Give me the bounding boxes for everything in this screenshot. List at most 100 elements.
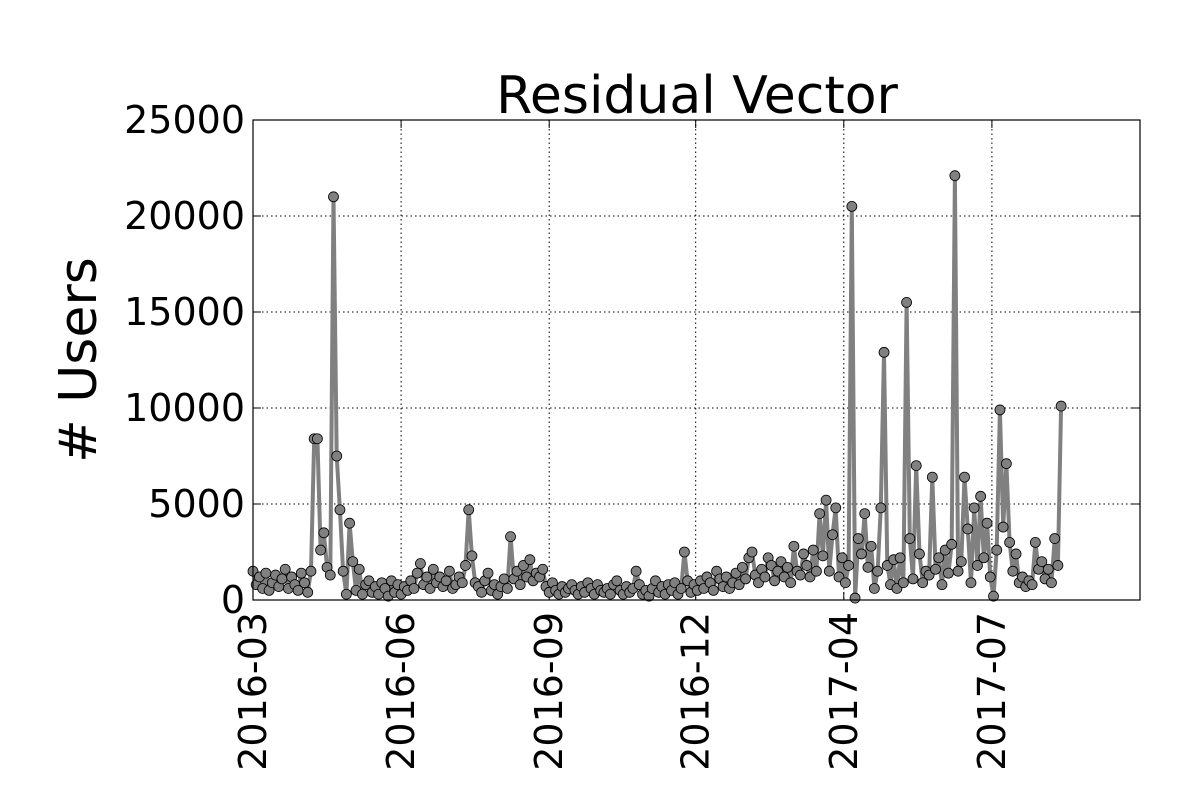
data-point <box>421 571 433 583</box>
data-point <box>440 575 452 587</box>
data-point <box>975 490 987 502</box>
plot-frame <box>252 119 1141 601</box>
data-point <box>972 560 983 571</box>
chart-title: Residual Vector <box>496 66 898 126</box>
y-tick-label: 5000 <box>148 482 245 526</box>
data-point <box>305 565 317 577</box>
data-point <box>943 567 954 579</box>
data-point <box>997 521 1009 533</box>
data-point <box>331 450 343 462</box>
data-point <box>872 565 884 577</box>
data-point <box>917 577 929 589</box>
data-point <box>344 517 355 529</box>
data-point <box>611 575 623 587</box>
data-point <box>782 561 793 573</box>
data-point <box>978 552 990 564</box>
data-point <box>907 573 919 585</box>
data-point <box>746 546 758 558</box>
data-point <box>1029 537 1041 548</box>
data-line <box>251 173 1064 601</box>
data-point <box>875 502 887 514</box>
data-point <box>981 517 993 529</box>
data-point <box>807 544 819 556</box>
data-point <box>411 567 423 579</box>
data-point <box>952 565 964 577</box>
data-point <box>295 567 307 579</box>
data-point <box>311 433 323 445</box>
data-point <box>1026 579 1038 591</box>
data-point <box>630 565 642 577</box>
data-point <box>1046 577 1057 589</box>
data-point <box>984 571 996 583</box>
data-point <box>846 200 858 212</box>
data-point <box>794 569 806 581</box>
data-point <box>357 588 368 600</box>
data-point <box>827 529 838 541</box>
data-point <box>840 577 851 589</box>
data-point <box>868 583 880 594</box>
data-point <box>466 550 478 562</box>
data-point <box>955 556 967 567</box>
data-point <box>347 556 359 567</box>
data-point <box>988 590 999 602</box>
data-point <box>894 552 906 564</box>
data-point <box>1036 556 1048 567</box>
data-point <box>914 548 925 560</box>
data-point <box>505 531 516 543</box>
data-point <box>324 569 336 581</box>
data-point <box>991 544 1003 556</box>
y-tick-label: 25000 <box>124 98 245 142</box>
data-point <box>930 563 941 575</box>
plot-area: 0 5000 10000 15000 20000 25000 2016-03 2016-06 2… <box>124 98 1141 771</box>
data-point <box>965 577 977 589</box>
data-point <box>859 508 871 519</box>
x-tick-label: 2016-12 <box>674 612 718 771</box>
data-point <box>843 560 855 571</box>
y-tick-label: 20000 <box>124 194 245 238</box>
data-point <box>823 565 835 577</box>
data-point <box>1055 400 1067 412</box>
data-point <box>1007 565 1019 577</box>
data-point <box>279 563 291 575</box>
data-point <box>482 567 494 579</box>
x-tick-label: 2016-03 <box>231 612 275 771</box>
data-point <box>878 346 890 358</box>
data-point <box>933 552 945 564</box>
data-point <box>926 471 938 483</box>
data-point <box>524 554 536 566</box>
data-point <box>353 563 365 575</box>
data-point <box>946 538 958 550</box>
data-point <box>299 577 310 589</box>
data-point <box>798 548 809 560</box>
data-point <box>904 533 916 544</box>
x-tick-label: 2017-07 <box>970 612 1014 771</box>
data-point <box>865 540 877 552</box>
data-point <box>537 563 549 575</box>
data-point <box>340 588 352 600</box>
data-point <box>736 561 748 573</box>
data-point <box>811 565 822 577</box>
data-point <box>852 533 864 544</box>
data-point <box>936 579 948 591</box>
data-point <box>959 471 970 483</box>
y-tick-label: 10000 <box>124 386 245 430</box>
data-point <box>427 563 439 575</box>
data-point <box>1010 548 1022 560</box>
data-point <box>801 560 813 571</box>
data-point <box>962 523 974 535</box>
data-point <box>443 565 455 577</box>
data-point <box>1004 537 1016 548</box>
data-point <box>302 586 314 598</box>
data-point <box>463 504 475 516</box>
data-point <box>498 573 510 585</box>
data-point <box>460 560 471 571</box>
data-point <box>849 592 861 604</box>
data-point <box>1000 458 1012 470</box>
data-point <box>856 548 867 560</box>
data-point <box>901 296 912 308</box>
data-point <box>788 540 800 552</box>
data-point <box>1052 560 1064 571</box>
data-point <box>337 565 349 577</box>
data-point <box>830 502 842 514</box>
